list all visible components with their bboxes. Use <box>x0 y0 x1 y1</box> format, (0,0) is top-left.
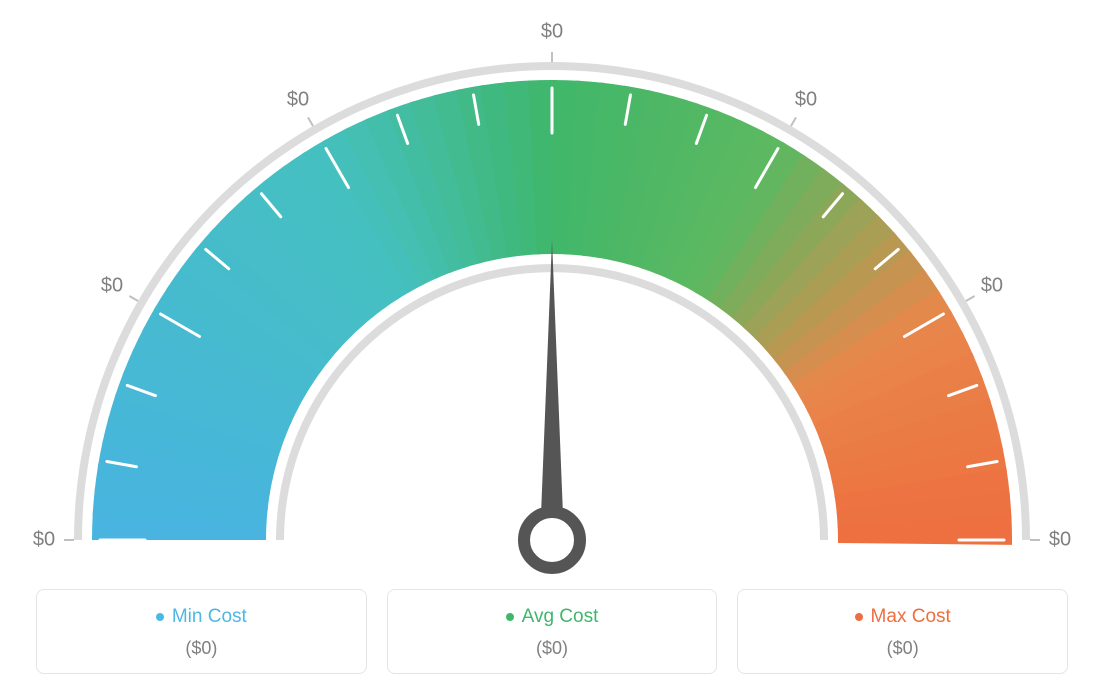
legend-card-avg: Avg Cost ($0) <box>387 589 718 674</box>
gauge-tick-label: $0 <box>33 529 55 552</box>
legend-label-min: Min Cost <box>156 606 247 628</box>
legend-value-avg: ($0) <box>400 638 705 659</box>
legend-row: Min Cost ($0) Avg Cost ($0) Max Cost ($0… <box>36 589 1068 674</box>
legend-dot-max <box>855 613 863 621</box>
gauge-tick-label: $0 <box>981 275 1003 298</box>
gauge-tick-label: $0 <box>287 89 309 112</box>
legend-dot-min <box>156 613 164 621</box>
legend-value-max: ($0) <box>750 638 1055 659</box>
gauge-svg <box>22 20 1082 580</box>
legend-dot-avg <box>506 613 514 621</box>
gauge-tick-label: $0 <box>541 21 563 44</box>
legend-card-max: Max Cost ($0) <box>737 589 1068 674</box>
legend-text-max: Max Cost <box>871 606 951 628</box>
legend-value-min: ($0) <box>49 638 354 659</box>
legend-text-avg: Avg Cost <box>522 606 599 628</box>
legend-card-min: Min Cost ($0) <box>36 589 367 674</box>
cost-gauge: $0 $0 $0 $0 $0 $0 $0 <box>22 20 1082 580</box>
gauge-tick-label: $0 <box>101 275 123 298</box>
legend-label-avg: Avg Cost <box>506 606 599 628</box>
gauge-tick-label: $0 <box>795 89 817 112</box>
legend-text-min: Min Cost <box>172 606 247 628</box>
gauge-tick-label: $0 <box>1049 529 1071 552</box>
legend-label-max: Max Cost <box>855 606 951 628</box>
